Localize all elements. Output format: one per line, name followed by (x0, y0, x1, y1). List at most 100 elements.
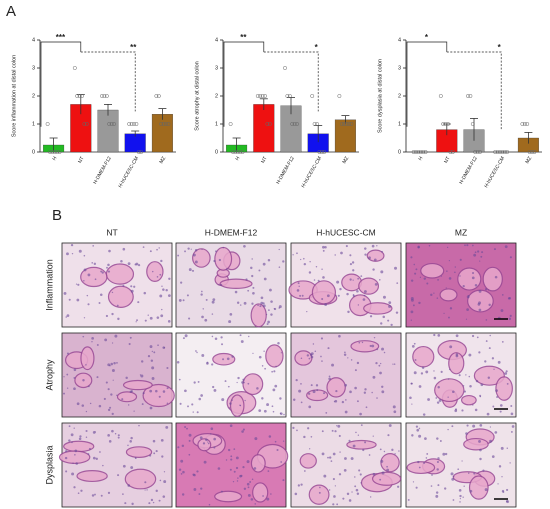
nucleus (262, 262, 266, 266)
nucleus (263, 409, 267, 413)
nucleus (322, 276, 325, 279)
nucleus (77, 283, 80, 286)
nucleus (187, 405, 189, 408)
nucleus (180, 459, 184, 463)
nucleus (447, 396, 449, 398)
nucleus (225, 268, 228, 270)
nucleus (178, 299, 182, 302)
panel-label: B (52, 207, 62, 224)
y-tick-label: 0 (32, 149, 35, 155)
nucleus (477, 250, 480, 253)
data-point (228, 122, 233, 126)
nucleus (217, 467, 221, 470)
data-point (127, 122, 132, 126)
nucleus (300, 258, 302, 261)
nucleus (478, 289, 482, 293)
nucleus (509, 256, 512, 259)
nucleus (359, 412, 362, 416)
nucleus (511, 425, 515, 428)
data-point (265, 122, 270, 126)
nucleus (410, 319, 413, 321)
nucleus (125, 376, 128, 380)
nucleus (426, 453, 429, 455)
data-point (421, 150, 426, 154)
nucleus (279, 397, 282, 400)
nucleus (300, 357, 303, 360)
nucleus (391, 448, 394, 452)
gland (107, 285, 134, 308)
data-point (312, 122, 317, 126)
nucleus (337, 424, 341, 428)
nucleus (200, 394, 203, 397)
nucleus (345, 399, 347, 401)
nucleus (196, 351, 198, 354)
nucleus (331, 363, 334, 367)
nucleus (149, 250, 152, 253)
nucleus (279, 412, 283, 415)
histology-image (61, 332, 175, 418)
data-point (495, 150, 500, 154)
nucleus (243, 487, 247, 490)
nucleus (489, 334, 491, 337)
nucleus (437, 484, 440, 487)
nucleus (487, 289, 490, 291)
nucleus (372, 435, 374, 437)
nucleus (321, 268, 323, 270)
gland (250, 454, 266, 473)
nucleus (160, 314, 164, 318)
x-tick-label: H-hUCESC-CM (483, 156, 506, 189)
nucleus (235, 466, 239, 470)
nucleus (349, 278, 352, 281)
nucleus (74, 454, 76, 456)
nucleus (127, 404, 130, 406)
nucleus (496, 396, 499, 398)
nucleus (364, 388, 367, 391)
data-point (164, 122, 168, 126)
gland (461, 394, 477, 406)
data-point (290, 122, 295, 126)
nucleus (381, 250, 383, 253)
nucleus (444, 452, 448, 456)
significance-label: ** (240, 33, 247, 42)
nucleus (381, 390, 385, 394)
y-tick-label: 4 (32, 37, 35, 43)
nucleus (373, 336, 376, 339)
nucleus (278, 305, 282, 309)
nucleus (409, 396, 412, 400)
nucleus (463, 390, 466, 393)
nucleus (509, 462, 511, 464)
nucleus (484, 360, 487, 363)
nucleus (110, 362, 114, 366)
nucleus (166, 366, 169, 370)
x-tick-label: H-DMEM-F12 (458, 155, 479, 185)
nucleus (412, 304, 415, 307)
nucleus (508, 317, 512, 321)
nucleus (388, 301, 392, 305)
nucleus (274, 440, 277, 443)
nucleus (116, 361, 118, 364)
nucleus (246, 482, 250, 486)
nucleus (142, 392, 145, 395)
nucleus (63, 376, 65, 378)
gland (406, 461, 436, 475)
nucleus (73, 427, 75, 429)
nucleus (500, 446, 504, 450)
nucleus (348, 439, 351, 442)
nucleus (156, 276, 159, 278)
nucleus (303, 262, 307, 266)
image-background (290, 332, 402, 418)
nucleus (66, 387, 69, 389)
nucleus (152, 501, 155, 504)
nucleus (459, 258, 462, 261)
gland (76, 470, 108, 483)
nucleus (229, 312, 233, 316)
y-tick-label: 3 (398, 65, 401, 71)
histology-image (175, 332, 287, 418)
data-point (446, 122, 450, 126)
data-point (57, 150, 62, 154)
nucleus (205, 298, 208, 301)
nucleus (71, 472, 75, 476)
nucleus (338, 334, 341, 338)
nucleus (139, 374, 142, 376)
nucleus (431, 474, 433, 476)
